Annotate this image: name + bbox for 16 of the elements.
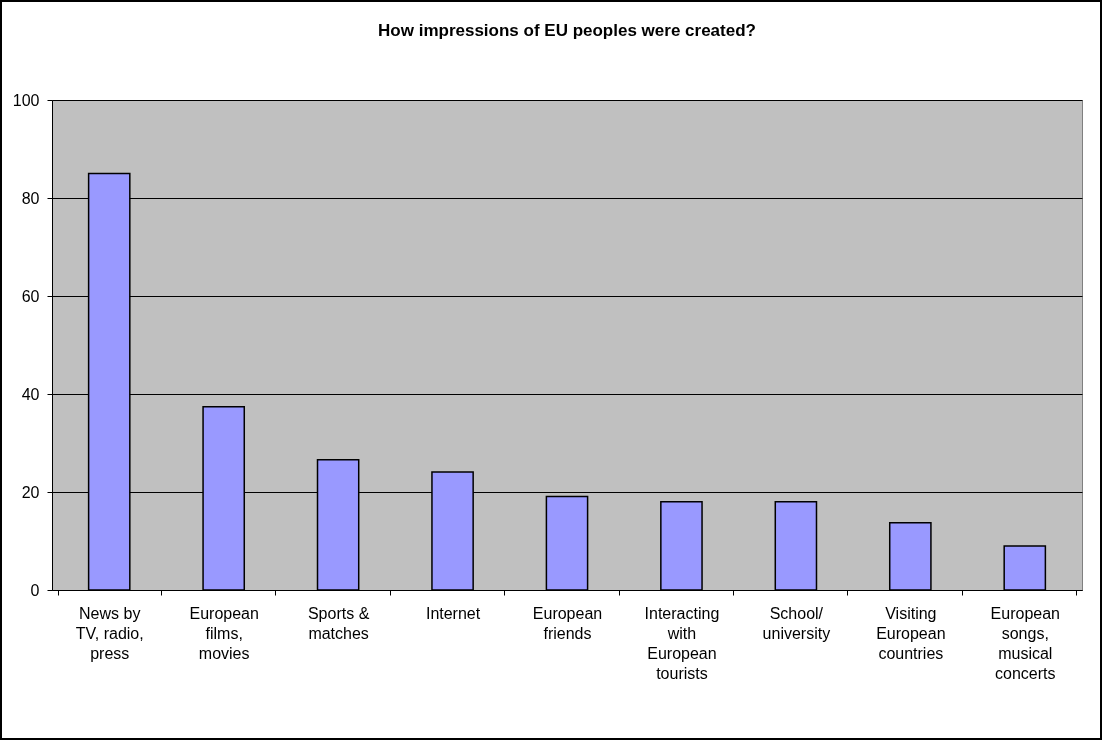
x-tick-label: European friends — [532, 604, 603, 642]
x-tick-label: Visiting European countries — [876, 604, 946, 662]
y-tick-label: 40 — [21, 385, 40, 403]
x-tick-label: News by TV, radio, press — [75, 604, 144, 662]
x-tick-label: European films, movies — [189, 604, 259, 662]
chart-title: How impressions of EU peoples were created? — [378, 21, 756, 40]
x-tick-label: European songs, musical concerts — [990, 604, 1060, 682]
y-tick-label: 20 — [21, 483, 40, 501]
y-tick-label: 0 — [30, 581, 40, 599]
x-tick-label: Internet — [425, 604, 481, 622]
y-tick-label: 60 — [21, 287, 40, 305]
x-tick-label: Sports & matches — [307, 604, 370, 642]
y-tick-label: 80 — [21, 189, 40, 207]
x-tick-label: School/ university — [762, 604, 831, 642]
x-tick-label: Interacting with European tourists — [644, 604, 720, 682]
y-tick-label: 100 — [12, 91, 40, 109]
